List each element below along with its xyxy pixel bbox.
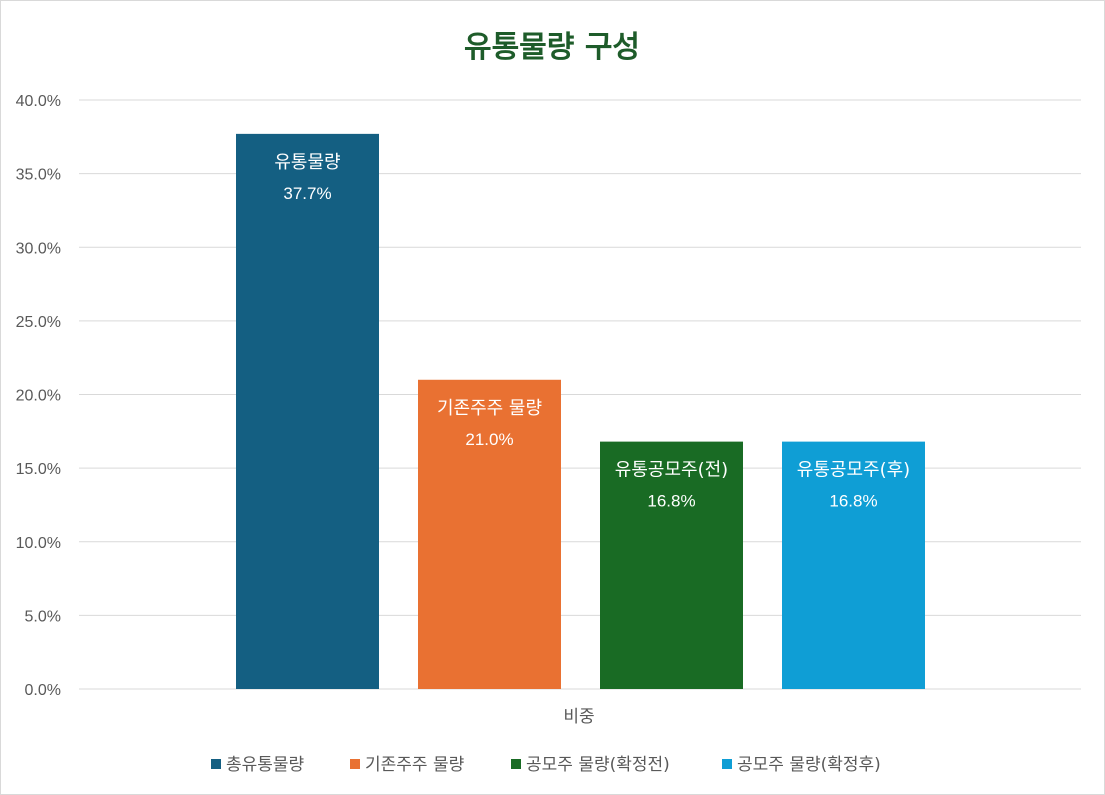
legend-swatch bbox=[511, 759, 521, 769]
legend: 총유통물량 기존주주 물량 공모주 물량(확정전) 공모주 물량(확정후) bbox=[211, 755, 881, 775]
bar bbox=[418, 379, 561, 689]
y-tick-label: 30.0% bbox=[16, 240, 61, 257]
legend-item: 공모주 물량(확정후) bbox=[722, 755, 881, 775]
data-label-name: 유통공모주(후) bbox=[797, 460, 910, 481]
y-tick-label: 10.0% bbox=[16, 535, 61, 552]
legend-swatch bbox=[722, 759, 732, 769]
bar bbox=[782, 441, 925, 689]
bar bbox=[236, 133, 379, 689]
y-tick-label: 20.0% bbox=[16, 388, 61, 405]
legend-item: 기존주주 물량 bbox=[350, 755, 465, 775]
data-label-value: 37.7% bbox=[283, 184, 331, 203]
y-tick-label: 15.0% bbox=[16, 461, 61, 478]
data-labels: 유통물량 37.7% 기존주주 물량 21.0% 유통공모주(전) 16.8% 유통공모주(… bbox=[274, 152, 910, 511]
legend-label: 기존주주 물량 bbox=[365, 755, 465, 775]
y-axis-ticks: 0.0% 5.0% 10.0% 15.0% 20.0% 25.0% 30.0% 35.0% 40… bbox=[16, 93, 61, 699]
data-label-value: 16.8% bbox=[647, 492, 695, 511]
y-tick-label: 40.0% bbox=[16, 93, 61, 110]
y-tick-label: 5.0% bbox=[25, 608, 61, 625]
legend-label: 공모주 물량(확정후) bbox=[737, 755, 881, 775]
bar bbox=[600, 441, 743, 689]
data-label-value: 16.8% bbox=[829, 492, 877, 511]
legend-label: 공모주 물량(확정전) bbox=[526, 755, 670, 775]
data-label-name: 기존주주 물량 bbox=[437, 398, 542, 419]
x-category-label: 비중 bbox=[563, 707, 594, 727]
legend-swatch bbox=[350, 759, 360, 769]
data-label-value: 21.0% bbox=[465, 430, 513, 449]
legend-item: 공모주 물량(확정전) bbox=[511, 755, 670, 775]
chart-title: 유통물량 구성 bbox=[464, 30, 640, 65]
legend-label: 총유통물량 bbox=[226, 755, 305, 775]
bars bbox=[236, 133, 925, 689]
y-tick-label: 35.0% bbox=[16, 167, 61, 184]
data-label-name: 유통물량 bbox=[274, 152, 340, 173]
gridlines bbox=[79, 99, 1081, 690]
y-tick-label: 0.0% bbox=[25, 682, 61, 699]
y-tick-label: 25.0% bbox=[16, 314, 61, 331]
legend-item: 총유통물량 bbox=[211, 755, 305, 775]
data-label-name: 유통공모주(전) bbox=[615, 460, 728, 481]
legend-swatch bbox=[211, 759, 221, 769]
